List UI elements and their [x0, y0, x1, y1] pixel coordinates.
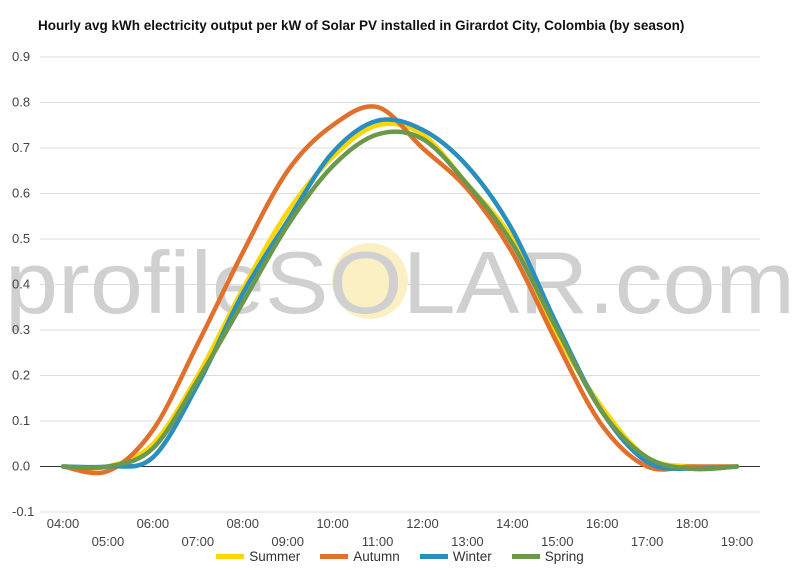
x-tick-label: 09:00 [271, 534, 304, 549]
y-tick-label: 0.2 [12, 368, 30, 383]
legend-label: Winter [452, 549, 492, 564]
y-tick-label: 0.9 [12, 49, 30, 64]
legend-label: Autumn [353, 549, 400, 564]
x-tick-label: 08:00 [226, 516, 259, 531]
x-tick-label: 19:00 [721, 534, 754, 549]
y-tick-label: 0.5 [12, 231, 30, 246]
legend-item-summer[interactable]: Summer [216, 549, 300, 564]
y-tick-label: 0.1 [12, 413, 30, 428]
legend-label: Spring [544, 549, 584, 564]
y-tick-label: 0.6 [12, 186, 30, 201]
legend-item-spring[interactable]: Spring [511, 549, 584, 564]
legend-item-winter[interactable]: Winter [419, 549, 492, 564]
chart-title: Hourly avg kWh electricity output per kW… [38, 18, 685, 33]
y-tick-label: 0.0 [12, 459, 30, 474]
grid-lines [40, 56, 760, 513]
x-tick-label: 15:00 [541, 534, 574, 549]
legend: Summer Autumn Winter Spring [0, 549, 800, 564]
legend-swatch [511, 554, 540, 559]
y-tick-label: -0.1 [12, 504, 34, 519]
legend-swatch [216, 554, 245, 559]
watermark: profileSOLAR.com [5, 233, 795, 332]
legend-swatch [320, 554, 349, 559]
x-tick-label: 05:00 [92, 534, 125, 549]
watermark-sun [332, 243, 408, 319]
series-line-spring [60, 129, 740, 472]
y-tick-label: 0.3 [12, 322, 30, 337]
x-tick-label: 06:00 [137, 516, 170, 531]
x-tick-label: 16:00 [586, 516, 619, 531]
legend-swatch [419, 554, 448, 559]
x-tick-label: 17:00 [631, 534, 664, 549]
x-tick-label: 14:00 [496, 516, 529, 531]
y-tick-label: 0.8 [12, 95, 30, 110]
x-tick-label: 10:00 [316, 516, 349, 531]
legend-item-autumn[interactable]: Autumn [320, 549, 400, 564]
watermark-text: profileSOLAR.com [5, 233, 795, 332]
x-tick-label: 04:00 [47, 516, 80, 531]
x-tick-label: 13:00 [451, 534, 484, 549]
y-tick-label: 0.7 [12, 140, 30, 155]
x-tick-label: 12:00 [406, 516, 439, 531]
x-axis: 04:00 05:00 06:00 07:00 08:00 09:00 10:00 11:00… [47, 516, 754, 549]
legend-label: Summer [249, 549, 301, 564]
x-tick-label: 18:00 [676, 516, 709, 531]
x-tick-label: 11:00 [362, 534, 394, 549]
y-axis: -0.1 0.0 0.1 0.2 0.3 0.4 0.5 0.6 0.7 0.8 0.9 [12, 49, 34, 519]
x-tick-label: 07:00 [182, 534, 215, 549]
series-lines [60, 104, 740, 476]
y-tick-label: 0.4 [12, 277, 30, 292]
